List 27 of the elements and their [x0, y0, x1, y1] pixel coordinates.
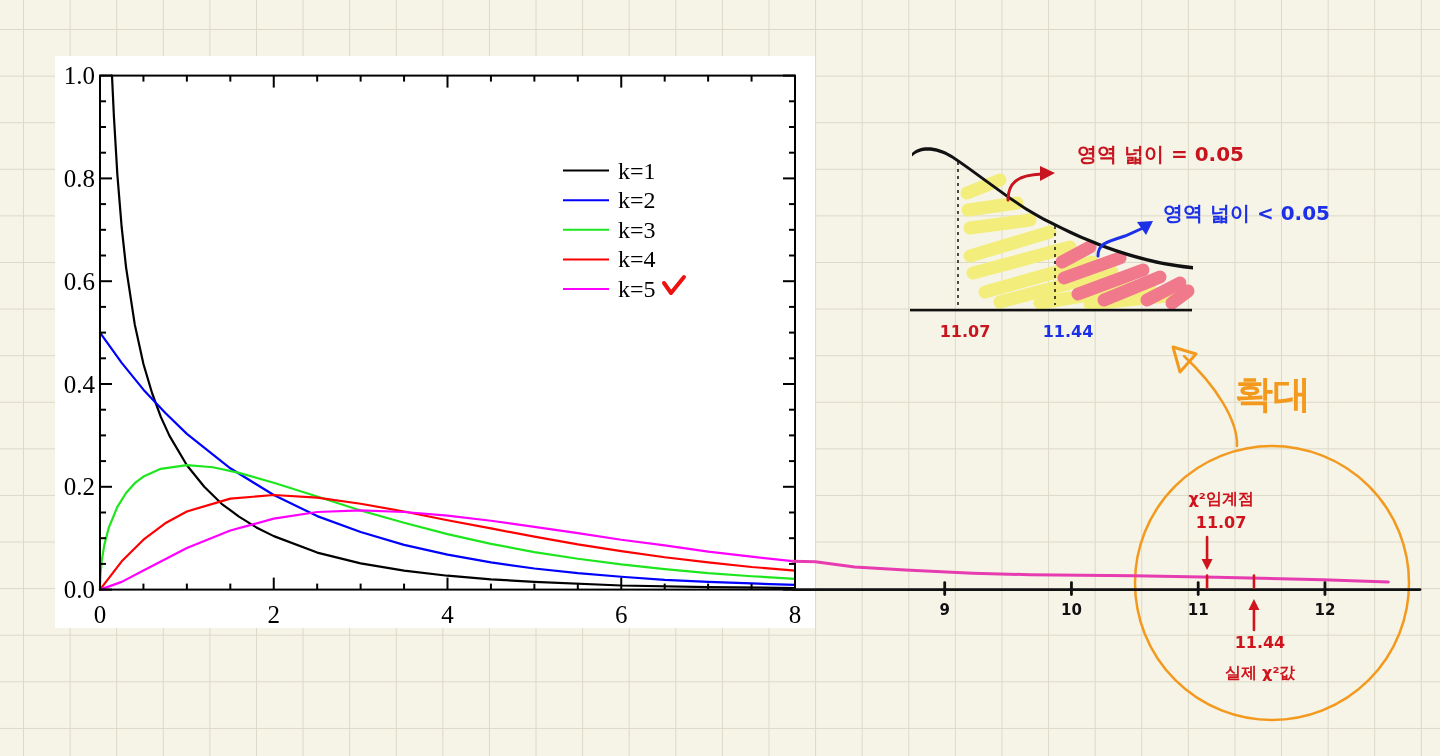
- x-tick-label: 12: [1314, 600, 1336, 619]
- y-tick-label: 0.8: [63, 164, 95, 192]
- annotation: 11.44: [1042, 322, 1094, 341]
- legend-label: k=5: [618, 276, 656, 302]
- ref-line-label: 11.44 실제 χ²값: [1224, 633, 1297, 682]
- x-tick-label: 6: [615, 600, 628, 628]
- x-tick-label: 11: [1187, 600, 1209, 619]
- annotation: 확대: [1235, 372, 1311, 416]
- x-tick-label: 4: [441, 600, 455, 628]
- legend-label: k=2: [618, 187, 656, 214]
- x-tick-label: 2: [267, 600, 280, 628]
- ref-line-label: χ²임계점 11.07: [1188, 489, 1254, 532]
- x-tick-label: 10: [1061, 600, 1082, 619]
- x-tick-label: 0: [93, 600, 107, 628]
- annotation: 영역 넓이 < 0.05: [1163, 201, 1330, 225]
- legend-label: k=1: [618, 157, 656, 184]
- y-tick-label: 0.2: [63, 473, 95, 501]
- annotation: 11.07: [939, 322, 991, 341]
- x-tick-label: 9: [939, 600, 950, 619]
- x-tick-label: 8: [788, 600, 802, 628]
- y-tick-label: 1.0: [63, 62, 95, 90]
- legend-label: k=4: [618, 246, 656, 273]
- legend-label: k=3: [618, 216, 656, 243]
- y-tick-label: 0.0: [63, 576, 95, 604]
- annotation: 영역 넓이 = 0.05: [1077, 142, 1244, 166]
- y-tick-label: 0.4: [63, 370, 96, 398]
- y-tick-label: 0.6: [63, 267, 95, 295]
